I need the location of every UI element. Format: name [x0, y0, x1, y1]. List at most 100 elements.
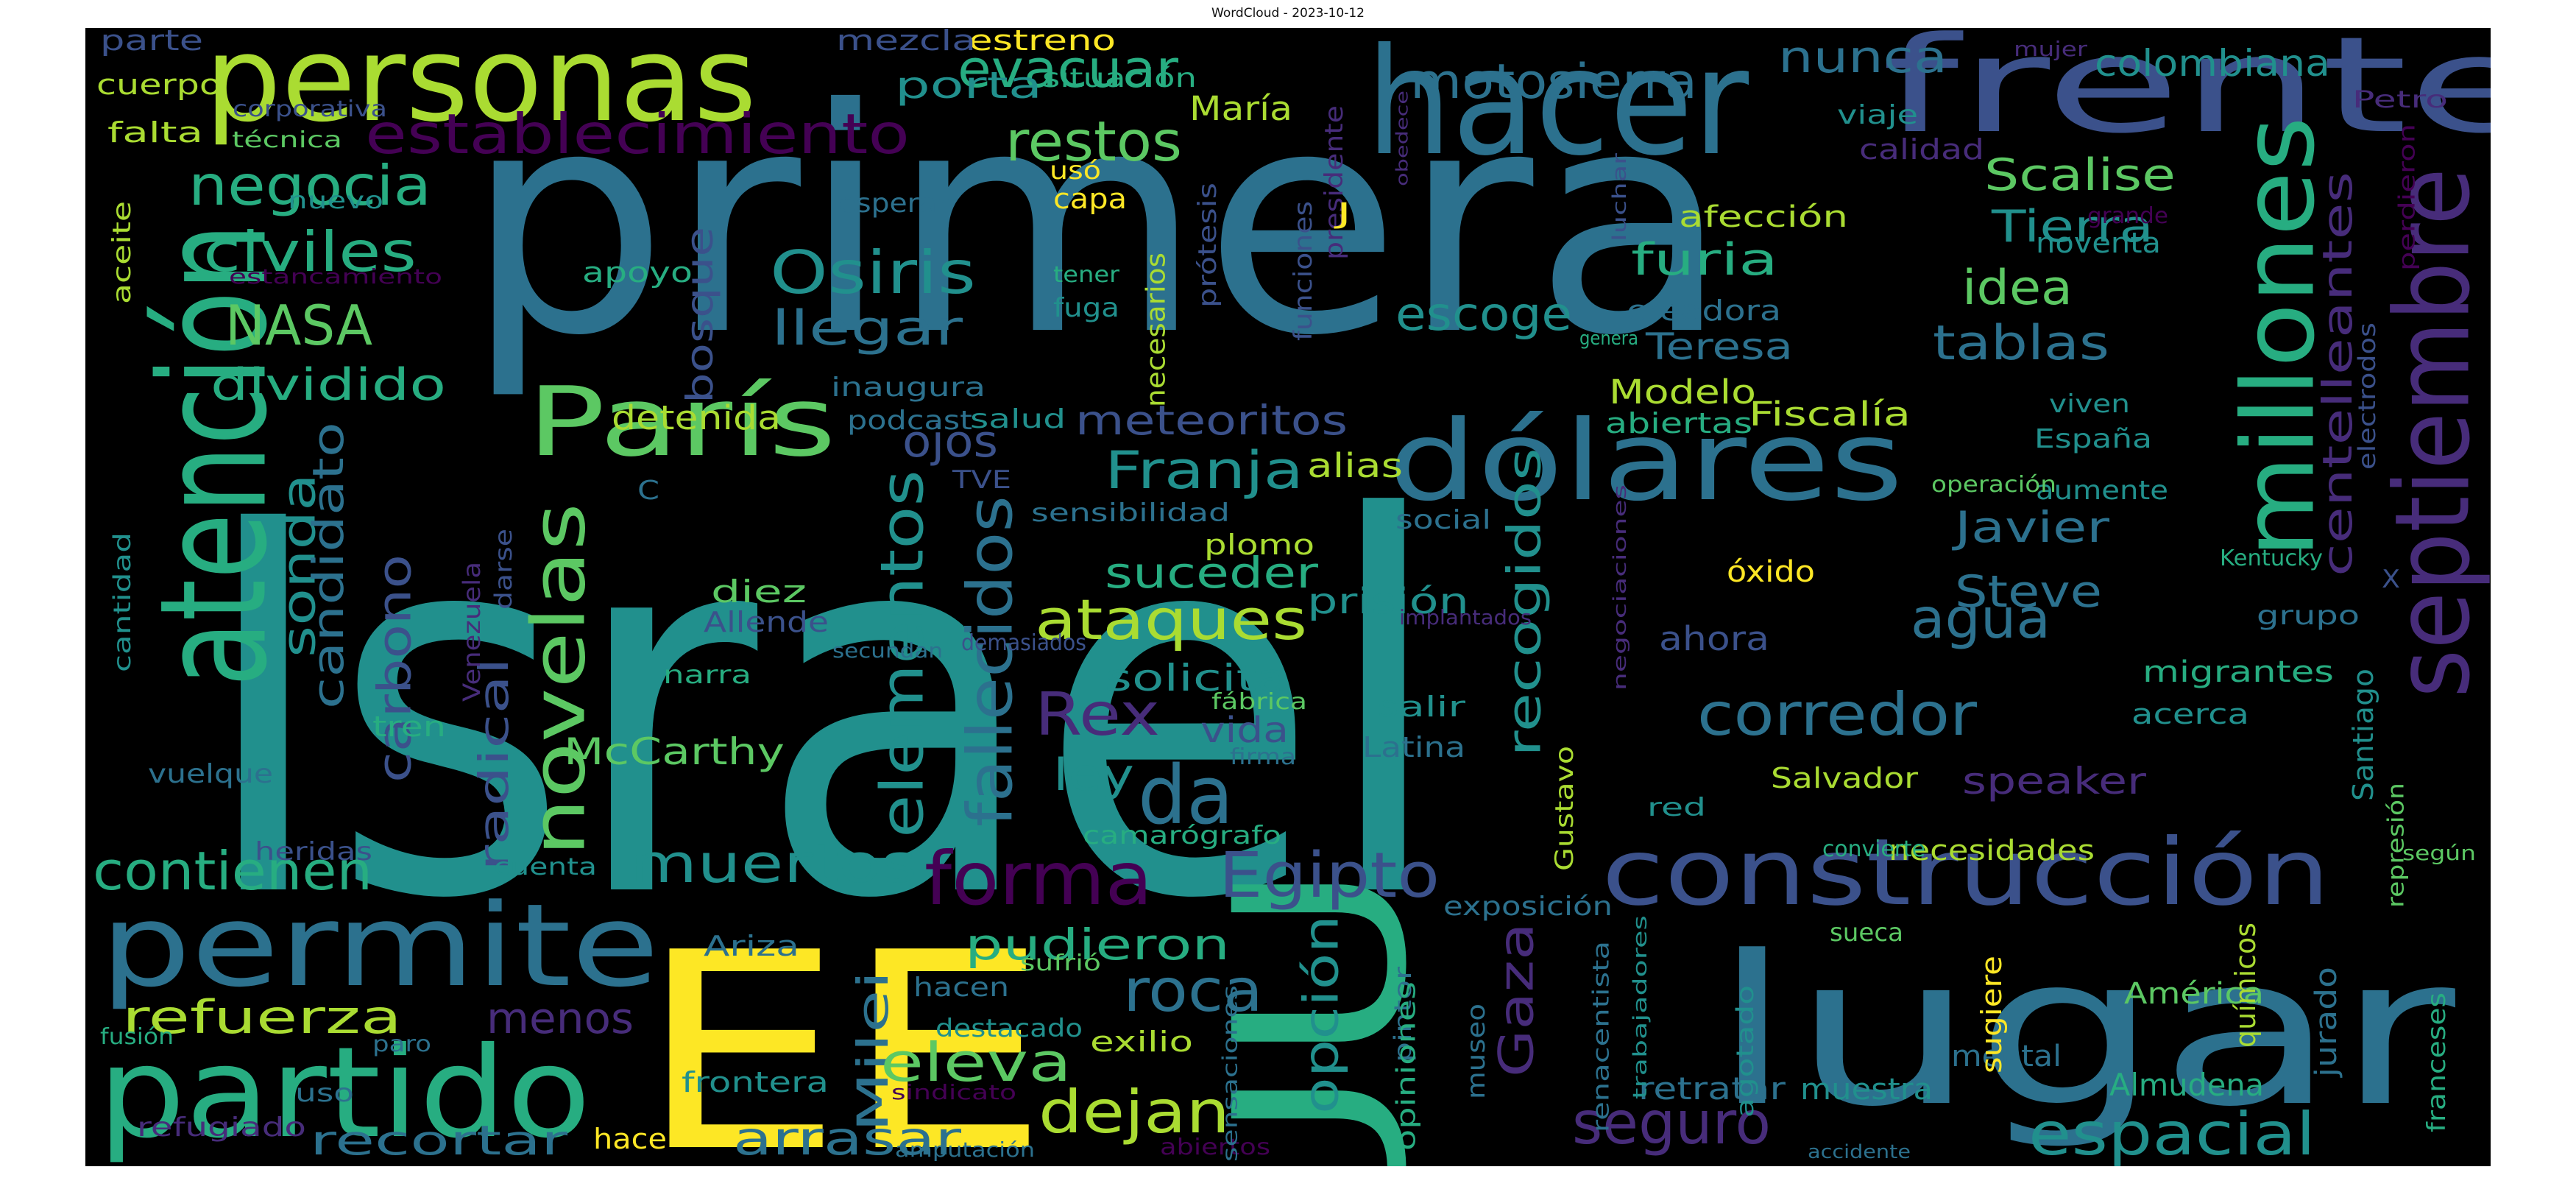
- word-renacentista: renacentista: [1589, 941, 1615, 1132]
- word-mccarthy: McCarthy: [564, 730, 785, 773]
- word-retratar: retratar: [1638, 1071, 1786, 1107]
- word-capa: capa: [1053, 183, 1127, 215]
- word-sensaciones: sensaciones: [1218, 985, 1242, 1162]
- word-esperar: esperar: [838, 188, 949, 219]
- word-operacion: operación: [1931, 472, 2056, 498]
- word-candidato: candidato: [303, 422, 353, 709]
- word-calidad: calidad: [1859, 133, 1984, 166]
- word-alias: alias: [1307, 446, 1403, 485]
- word-refuerza: refuerza: [122, 990, 402, 1044]
- word-aumente: aumente: [2036, 476, 2168, 506]
- word-paro: paro: [372, 1031, 431, 1057]
- word-negocia: negocia: [188, 153, 431, 218]
- word-mujer: mujer: [2014, 37, 2088, 61]
- word-c: C: [637, 476, 659, 506]
- word-secundan: secundan: [832, 638, 943, 663]
- word-cuerpo: cuerpo: [96, 68, 222, 101]
- word-jurado: jurado: [2310, 967, 2343, 1078]
- word-sugiere: sugiere: [1975, 956, 2008, 1073]
- word-negociaciones: negociaciones: [1610, 484, 1630, 691]
- word-llegar: llegar: [771, 301, 963, 356]
- word-recogidos: recogidos: [1498, 448, 1551, 757]
- word-idea: idea: [1962, 261, 2073, 316]
- word-tierra: Tierra: [1991, 201, 2154, 253]
- word-exposicion: exposición: [1443, 892, 1613, 922]
- word-da: da: [1138, 748, 1234, 842]
- word-sueca: sueca: [1830, 918, 1903, 948]
- word-detenida: detenida: [612, 398, 781, 437]
- word-ojos: ojos: [902, 416, 998, 468]
- word-teresa: Teresa: [1645, 325, 1793, 368]
- word-creadora: creadora: [1627, 294, 1781, 327]
- word-dejan: dejan: [1038, 1078, 1230, 1146]
- word-construccion: construcción: [1602, 819, 2330, 926]
- word-ee: EE: [637, 895, 1050, 1166]
- word-eleva: eleva: [880, 1031, 1072, 1093]
- word-franja: Franja: [1105, 440, 1303, 501]
- word-perdieron: perdieron: [2395, 124, 2421, 271]
- word-ahora: ahora: [1659, 619, 1769, 658]
- word-estreno: estreno: [969, 28, 1116, 57]
- word-vuelque: vuelque: [148, 759, 273, 789]
- word-salud: salud: [970, 404, 1066, 434]
- word-estancamiento: estancamiento: [229, 264, 442, 289]
- word-sindicato: sindicato: [891, 1080, 1016, 1104]
- word-amputacion: amputación: [895, 1138, 1035, 1162]
- word-uso: uso: [295, 1079, 354, 1108]
- word-almudena: Almudena: [2109, 1067, 2264, 1103]
- word-opiniones: opiniones: [1392, 981, 1422, 1151]
- word-tablas: tablas: [1933, 316, 2109, 371]
- word-cantidad: cantidad: [108, 532, 136, 672]
- word-tren: tren: [372, 710, 446, 743]
- word-sufrio: sufrió: [1020, 950, 1101, 976]
- word-agua: agua: [1911, 586, 2050, 651]
- word-roca: roca: [1123, 956, 1263, 1025]
- word-salir: salir: [1377, 691, 1466, 723]
- word-ley: ley: [1053, 750, 1134, 801]
- word-situacion: situación: [1042, 63, 1197, 94]
- word-funciones: funciones: [1289, 201, 1318, 341]
- word-espacial: espacial: [2028, 1100, 2315, 1166]
- word-motosierra: motosierra: [1410, 54, 1697, 110]
- word-mezcla: mezcla: [836, 28, 976, 57]
- word-osiris: Osiris: [770, 239, 976, 307]
- word-viven: viven: [2049, 389, 2130, 419]
- word-personas: personas: [205, 28, 757, 148]
- word-frente: frente: [1881, 28, 2491, 163]
- word-presidente: presidente: [1320, 105, 1349, 260]
- word-abiertos: abiertos: [1160, 1135, 1270, 1160]
- word-trabajadores: trabajadores: [1630, 915, 1652, 1099]
- word-contienen: contienen: [93, 840, 372, 902]
- word-electrodos: electrodos: [2353, 322, 2381, 470]
- word-sensibilidad: sensibilidad: [1031, 498, 1230, 528]
- word-allende: Allende: [704, 606, 829, 638]
- word-obedece: obedece: [1394, 91, 1412, 186]
- word-red: red: [1647, 793, 1706, 822]
- word-millones: millones: [2221, 116, 2337, 558]
- word-firma: firma: [1230, 744, 1296, 770]
- word-protesis: prótesis: [1193, 183, 1222, 308]
- word-partido: partido: [98, 1020, 591, 1166]
- word-museo: museo: [1462, 1004, 1491, 1099]
- wordcloud-canvas: Israel primera EE UU lugar hacer frente persona…: [85, 28, 2491, 1166]
- word-paris: París: [527, 366, 836, 478]
- word-petro: Petro: [2352, 85, 2448, 113]
- word-rex: Rex: [1035, 680, 1160, 749]
- word-recortar: recortar: [310, 1117, 568, 1164]
- word-modelo: Modelo: [1609, 373, 1756, 412]
- word-maria: María: [1189, 89, 1292, 128]
- word-represion: represión: [2384, 783, 2410, 908]
- word-convierte: convierte: [1822, 836, 1925, 862]
- word-darse: darse: [489, 529, 517, 610]
- word-scalise: Scalise: [1984, 149, 2176, 201]
- word-grupo: grupo: [2257, 601, 2360, 631]
- word-aceite: aceite: [107, 201, 137, 304]
- word-franceses: franceses: [2422, 992, 2452, 1132]
- word-forma: forma: [924, 836, 1153, 922]
- word-fallecidos: fallecidos: [955, 495, 1027, 827]
- word-suceder: suceder: [1105, 548, 1318, 598]
- word-mental: mental: [1951, 1040, 2062, 1073]
- word-furia: furia: [1631, 234, 1778, 286]
- word-nuevo: nuevo: [288, 186, 383, 214]
- word-carbono: carbono: [368, 554, 422, 783]
